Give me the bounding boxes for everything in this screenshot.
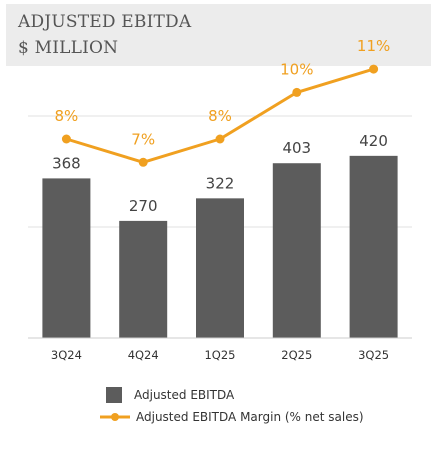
legend-item-line: Adjusted EBITDA Margin (% net sales) [100,407,364,427]
legend-label-bar: Adjusted EBITDA [134,388,235,402]
bar-value-label: 368 [52,154,81,172]
bar-2Q25 [272,163,321,338]
chart-title-box: ADJUSTED EBITDA $ MILLION [6,4,431,66]
legend-bar-swatch [106,387,122,403]
chart-title: ADJUSTED EBITDA [18,12,192,32]
bar-value-label: 403 [282,139,311,157]
bar-value-label: 322 [206,174,235,192]
margin-value-label: 8% [208,107,232,125]
x-tick-label: 4Q24 [128,348,159,362]
x-tick-label: 3Q24 [51,348,82,362]
margin-point-4Q24 [138,157,148,167]
x-tick-label: 2Q25 [281,348,312,362]
margin-value-label: 7% [131,130,155,148]
margin-value-label: 10% [280,60,313,78]
chart-subtitle: $ MILLION [18,38,119,58]
margin-value-label: 11% [357,37,390,55]
x-tick-label: 3Q25 [358,348,389,362]
bar-3Q24 [42,178,91,338]
legend-label-line: Adjusted EBITDA Margin (% net sales) [136,410,364,424]
bar-value-label: 270 [129,197,158,215]
margin-point-3Q24 [61,134,71,144]
bar-value-label: 420 [359,132,388,150]
legend-line-swatch [100,413,130,421]
margin-value-label: 8% [55,107,79,125]
bar-4Q24 [119,220,168,338]
x-tick-label: 1Q25 [204,348,235,362]
bar-3Q25 [349,155,398,338]
margin-point-2Q25 [292,87,302,97]
margin-point-1Q25 [215,134,225,144]
bar-1Q25 [196,198,244,338]
legend-item-bar: Adjusted EBITDA [104,385,234,405]
margin-point-3Q25 [369,64,379,74]
